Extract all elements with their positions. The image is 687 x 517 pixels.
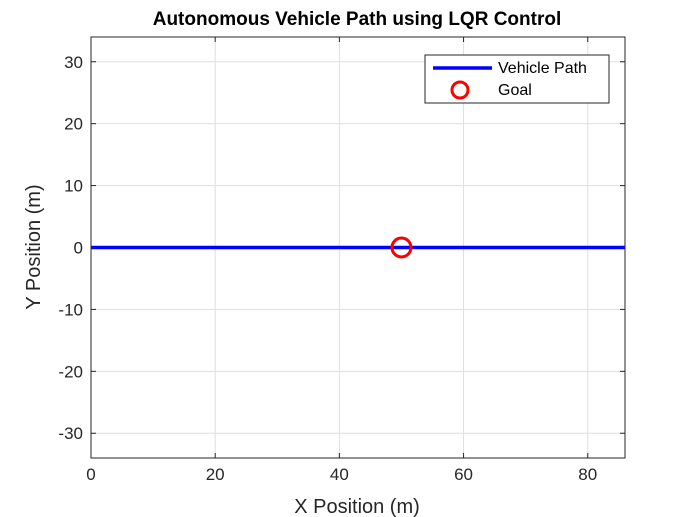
y-tick-label: 10 bbox=[64, 177, 83, 196]
y-tick-label: -20 bbox=[58, 362, 83, 381]
legend-entry-label: Vehicle Path bbox=[498, 60, 587, 77]
x-tick-label: 20 bbox=[206, 465, 225, 484]
y-tick-label: 20 bbox=[64, 115, 83, 134]
x-tick-label: 60 bbox=[454, 465, 473, 484]
legend: Vehicle Path Goal bbox=[424, 54, 610, 104]
y-tick-label: -30 bbox=[58, 424, 83, 443]
y-axis-label: Y Position (m) bbox=[23, 184, 45, 309]
chart-title: Autonomous Vehicle Path using LQR Contro… bbox=[153, 9, 562, 30]
series-layer bbox=[91, 236, 625, 259]
x-tick-label: 40 bbox=[330, 465, 349, 484]
y-tick-label: 0 bbox=[74, 239, 83, 258]
x-tick-label: 80 bbox=[578, 465, 597, 484]
legend-marker-swatch bbox=[450, 80, 470, 100]
goal-marker bbox=[390, 236, 413, 259]
y-tick-label: 30 bbox=[64, 53, 83, 72]
x-tick-label: 0 bbox=[86, 465, 95, 484]
legend-entry-label: Goal bbox=[498, 82, 532, 99]
y-tick-label: -10 bbox=[58, 300, 83, 319]
ticks: 0 20 40 60 80 -30 -20 -10 0 10 20 30 bbox=[58, 37, 625, 484]
x-axis-label: X Position (m) bbox=[294, 496, 420, 517]
